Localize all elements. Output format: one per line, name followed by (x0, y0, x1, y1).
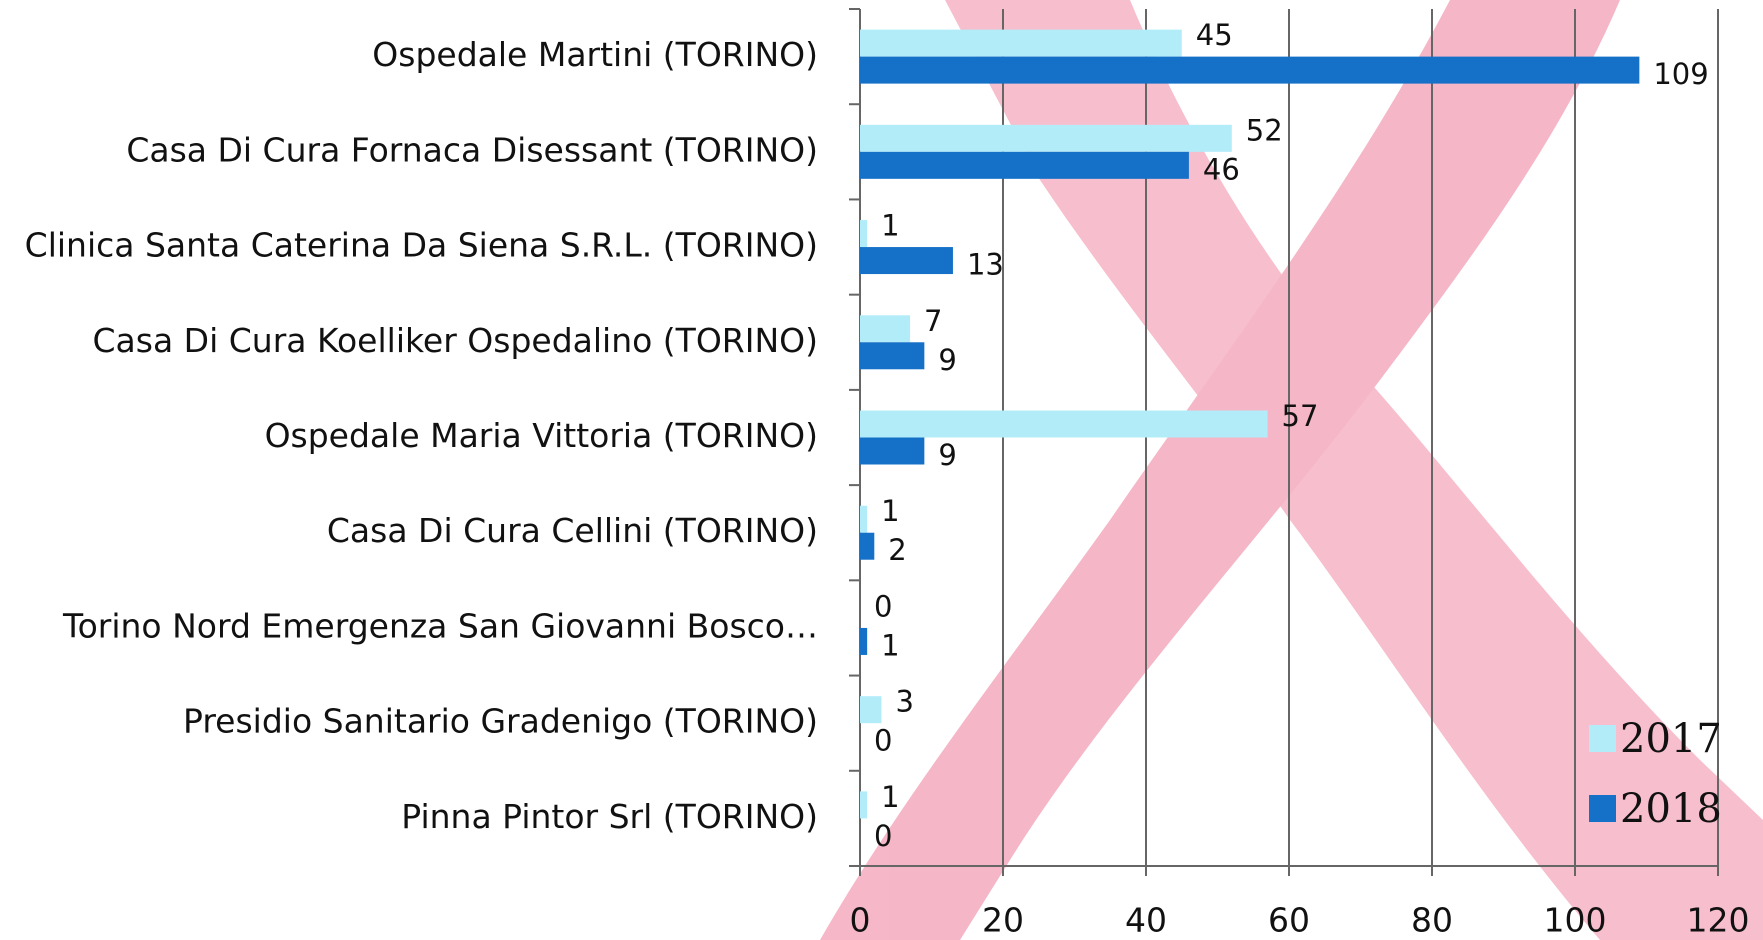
bar (860, 151, 1189, 179)
bar (860, 696, 882, 724)
x-tick-label: 100 (1544, 901, 1607, 940)
data-label: 9 (938, 438, 956, 472)
bar (860, 532, 875, 560)
y-tick-label: Ospedale Martini (TORINO) (372, 35, 818, 74)
y-tick-label: Casa Di Cura Koelliker Ospedalino (TORIN… (93, 321, 818, 360)
data-label: 0 (874, 724, 892, 758)
legend-swatch (1589, 725, 1616, 752)
x-tick-label: 40 (1125, 901, 1167, 940)
data-label: 0 (874, 589, 892, 623)
data-label: 57 (1282, 399, 1319, 433)
data-label: 0 (874, 819, 892, 853)
bar (860, 627, 868, 655)
bar (860, 29, 1182, 57)
bar (860, 220, 868, 248)
legend: 2017 2018 (1589, 716, 1722, 832)
x-tick-label: 80 (1411, 901, 1453, 940)
bar (860, 437, 925, 465)
bar (860, 342, 925, 370)
data-label: 109 (1653, 57, 1708, 91)
data-label: 1 (881, 494, 899, 528)
data-label: 45 (1196, 18, 1233, 52)
x-tick-label: 0 (850, 901, 871, 940)
bar (860, 505, 868, 533)
data-label: 13 (967, 248, 1004, 282)
data-label: 7 (924, 304, 942, 338)
data-label: 1 (881, 628, 899, 662)
y-tick-label: Presidio Sanitario Gradenigo (TORINO) (183, 702, 818, 741)
bars (860, 29, 1640, 819)
y-tick-label: Casa Di Cura Cellini (TORINO) (327, 511, 818, 550)
legend-label: 2018 (1620, 786, 1722, 832)
bar (860, 791, 868, 819)
legend-label: 2017 (1620, 716, 1722, 762)
y-tick-label: Clinica Santa Caterina Da Siena S.R.L. (… (25, 226, 818, 265)
legend-swatch (1589, 795, 1616, 822)
bar (860, 56, 1640, 84)
data-label: 52 (1246, 113, 1283, 147)
x-tick-label: 20 (982, 901, 1024, 940)
x-tick-label: 120 (1687, 901, 1750, 940)
y-tick-label: Casa Di Cura Fornaca Disessant (TORINO) (126, 130, 818, 169)
y-tick-label: Pinna Pintor Srl (TORINO) (401, 797, 818, 836)
y-tick-label: Ospedale Maria Vittoria (TORINO) (265, 416, 818, 455)
y-tick-label: Torino Nord Emergenza San Giovanni Bosco… (62, 606, 818, 645)
data-label: 3 (895, 685, 913, 719)
data-label: 2 (888, 533, 906, 567)
data-label: 1 (881, 209, 899, 243)
bar (860, 124, 1232, 152)
data-label: 46 (1203, 152, 1240, 186)
data-label: 9 (938, 343, 956, 377)
bar (860, 247, 953, 275)
background-ribbon (820, 0, 1763, 940)
x-tick-label: 60 (1268, 901, 1310, 940)
bar (860, 410, 1268, 438)
bar (860, 315, 911, 343)
data-label: 1 (881, 780, 899, 814)
